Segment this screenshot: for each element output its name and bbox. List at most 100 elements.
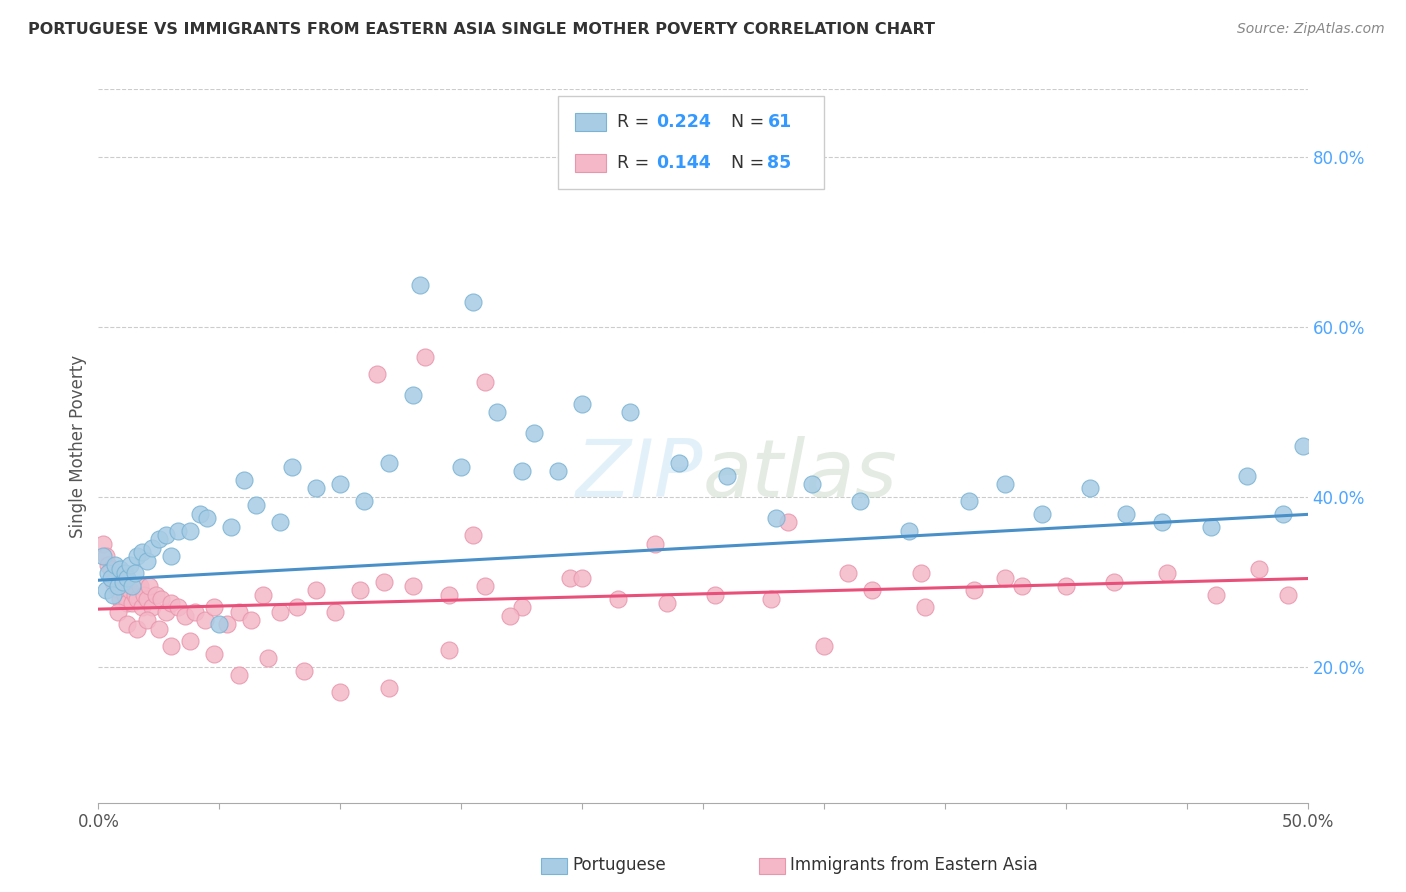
Point bbox=[292, 664, 315, 678]
Point bbox=[463, 528, 485, 542]
Point bbox=[668, 456, 690, 470]
Point bbox=[155, 605, 177, 619]
Point bbox=[111, 571, 134, 585]
Point bbox=[860, 583, 883, 598]
Point bbox=[1277, 588, 1299, 602]
Point bbox=[221, 519, 243, 533]
Point bbox=[437, 643, 460, 657]
Point bbox=[97, 566, 120, 581]
Point bbox=[128, 579, 150, 593]
Point bbox=[127, 591, 149, 606]
Point bbox=[91, 537, 114, 551]
Point bbox=[463, 294, 485, 309]
Point bbox=[1292, 439, 1315, 453]
Point bbox=[510, 600, 533, 615]
Text: R =: R = bbox=[617, 154, 655, 172]
Point bbox=[329, 685, 352, 699]
Point bbox=[256, 651, 278, 665]
Point bbox=[114, 588, 136, 602]
Y-axis label: Single Mother Poverty: Single Mother Poverty bbox=[69, 354, 87, 538]
Point bbox=[160, 596, 183, 610]
Point bbox=[138, 579, 160, 593]
Text: N =: N = bbox=[720, 154, 769, 172]
Point bbox=[776, 516, 799, 530]
Point bbox=[619, 405, 641, 419]
Point bbox=[107, 579, 129, 593]
Point bbox=[215, 617, 238, 632]
Point bbox=[135, 554, 157, 568]
Point bbox=[141, 541, 163, 555]
Point bbox=[377, 681, 399, 695]
Point bbox=[155, 528, 177, 542]
Point bbox=[1031, 507, 1053, 521]
Point bbox=[402, 579, 425, 593]
Point bbox=[127, 622, 149, 636]
Point bbox=[101, 588, 124, 602]
Text: 0.224: 0.224 bbox=[657, 113, 711, 131]
Point bbox=[135, 613, 157, 627]
Point bbox=[160, 549, 183, 564]
Point bbox=[148, 533, 170, 547]
Point bbox=[104, 579, 127, 593]
Point bbox=[150, 591, 173, 606]
Text: Portuguese: Portuguese bbox=[572, 856, 666, 874]
Point bbox=[704, 588, 727, 602]
Point bbox=[644, 537, 666, 551]
Point bbox=[108, 562, 131, 576]
Point bbox=[117, 596, 139, 610]
Point bbox=[329, 477, 352, 491]
Point bbox=[91, 549, 114, 564]
Point bbox=[800, 477, 823, 491]
Point bbox=[1152, 516, 1174, 530]
Point bbox=[957, 494, 980, 508]
Point bbox=[281, 460, 304, 475]
Point bbox=[837, 566, 859, 581]
Point bbox=[1249, 562, 1271, 576]
Point bbox=[269, 605, 291, 619]
Point bbox=[97, 558, 120, 572]
Text: PORTUGUESE VS IMMIGRANTS FROM EASTERN ASIA SINGLE MOTHER POVERTY CORRELATION CHA: PORTUGUESE VS IMMIGRANTS FROM EASTERN AS… bbox=[28, 22, 935, 37]
Text: atlas: atlas bbox=[703, 435, 898, 514]
Point bbox=[849, 494, 872, 508]
Point bbox=[765, 511, 787, 525]
Point bbox=[111, 574, 134, 589]
Point bbox=[1102, 574, 1125, 589]
Point bbox=[108, 591, 131, 606]
Point bbox=[571, 571, 593, 585]
Point bbox=[450, 460, 472, 475]
Point bbox=[897, 524, 920, 538]
Point bbox=[124, 588, 146, 602]
Point bbox=[160, 639, 183, 653]
Point bbox=[131, 545, 153, 559]
Text: R =: R = bbox=[617, 113, 655, 131]
Point bbox=[655, 596, 678, 610]
Point bbox=[963, 583, 986, 598]
Point bbox=[1078, 482, 1101, 496]
Point bbox=[252, 588, 274, 602]
Point bbox=[486, 405, 509, 419]
Point bbox=[994, 571, 1017, 585]
Point bbox=[118, 583, 141, 598]
Point bbox=[117, 617, 139, 632]
Point bbox=[204, 600, 226, 615]
Point bbox=[305, 583, 328, 598]
Point bbox=[100, 571, 122, 585]
Point bbox=[409, 277, 432, 292]
Point bbox=[1011, 579, 1033, 593]
Point bbox=[402, 388, 425, 402]
Point bbox=[353, 494, 375, 508]
Point bbox=[100, 562, 122, 576]
Text: Source: ZipAtlas.com: Source: ZipAtlas.com bbox=[1237, 22, 1385, 37]
Point bbox=[188, 507, 211, 521]
Point bbox=[232, 473, 254, 487]
Point bbox=[498, 608, 520, 623]
Text: 0.144: 0.144 bbox=[657, 154, 711, 172]
Point bbox=[474, 376, 496, 390]
Point bbox=[121, 596, 143, 610]
Text: N =: N = bbox=[720, 113, 769, 131]
Point bbox=[305, 482, 328, 496]
Point bbox=[195, 511, 218, 525]
Point bbox=[194, 613, 217, 627]
Point bbox=[107, 583, 129, 598]
Point bbox=[547, 465, 569, 479]
